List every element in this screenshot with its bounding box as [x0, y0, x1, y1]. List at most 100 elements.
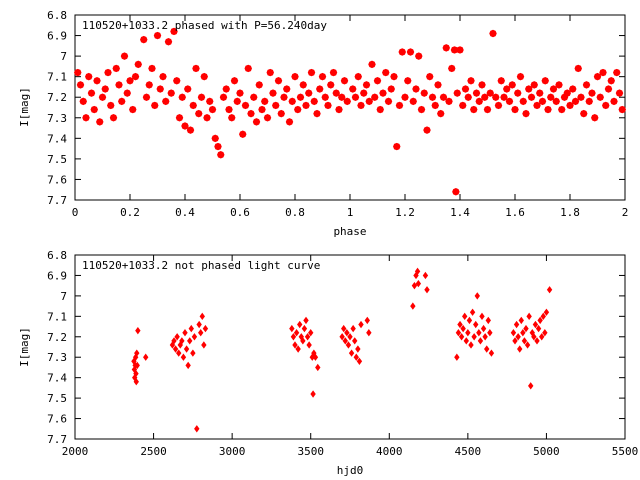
phased-data-point [134, 60, 142, 69]
phased-data-point [401, 93, 409, 101]
phased-data-point [360, 89, 368, 97]
unphased-data-point [518, 316, 524, 325]
phased-data-point [404, 77, 412, 85]
unphased-data-point [300, 337, 306, 345]
unphased-data-point [190, 349, 196, 357]
unphased-data-point [479, 312, 485, 321]
unphased-y-tick-label: 7.7 [47, 433, 67, 446]
unphased-data-point [356, 357, 363, 365]
phased-data-point [555, 81, 563, 89]
phased-data-point [461, 85, 470, 93]
unphased-data-point [304, 333, 311, 341]
phased-data-point [599, 68, 607, 77]
phased-data-point [250, 93, 258, 101]
phased-data-point [285, 118, 294, 126]
phased-data-point [563, 89, 571, 97]
unphased-data-point [454, 353, 460, 361]
phased-data-point [516, 72, 525, 81]
phased-data-point [379, 89, 387, 97]
phased-data-point [277, 109, 285, 118]
unphased-data-point [480, 324, 487, 333]
unphased-data-point [301, 324, 308, 333]
phased-data-point [294, 105, 302, 114]
phased-data-point [140, 35, 148, 44]
phased-x-tick-label: 2 [622, 206, 629, 219]
phased-data-point [115, 81, 123, 89]
phased-data-point [453, 89, 461, 97]
unphased-data-point [358, 320, 364, 329]
phased-data-point [544, 105, 552, 114]
phased-data-point [514, 89, 522, 97]
phased-data-point [604, 85, 613, 93]
unphased-data-point [345, 341, 352, 349]
unphased-y-tick-label: 7.3 [47, 351, 67, 364]
phased-data-point [118, 97, 126, 106]
unphased-data-point [543, 308, 550, 316]
phased-data-point [354, 72, 362, 81]
phased-data-point [211, 134, 219, 143]
phased-data-point [566, 101, 574, 110]
phased-data-point [291, 72, 299, 81]
phased-data-point [536, 89, 544, 97]
phased-data-point [332, 89, 340, 97]
phased-x-axis-ticks: 0 0.2 0.4 0.6 0.8 1 1.2 1.4 1.6 1.8 2 [72, 15, 629, 219]
unphased-data-point [191, 333, 198, 341]
phased-data-point [525, 85, 533, 93]
unphased-data-point [512, 337, 518, 345]
unphased-data-point [182, 329, 188, 337]
unphased-data-point [487, 329, 493, 337]
unphased-data-points [131, 267, 553, 433]
phased-data-point [533, 101, 541, 110]
unphased-data-point [411, 281, 418, 290]
phased-data-point [318, 72, 327, 81]
phased-data-point [547, 93, 555, 101]
phased-data-point [382, 68, 390, 77]
phased-y-axis-ticks: 6.8 6.9 7 7.1 7.2 7.3 7.4 7.5 7.6 7.7 [47, 9, 625, 207]
phased-data-point [387, 85, 395, 93]
unphased-data-point [339, 333, 345, 341]
phased-data-point [120, 52, 129, 60]
phased-data-point [208, 105, 217, 114]
unphased-plot-frame [74, 254, 626, 440]
unphased-data-point [135, 326, 141, 335]
phased-data-point [503, 85, 511, 93]
unphased-data-point [347, 333, 353, 341]
phased-data-point [437, 109, 445, 118]
phased-data-point [153, 31, 162, 40]
phased-data-point [195, 109, 203, 118]
unphased-data-point [540, 312, 546, 321]
unphased-x-tick-label: 5000 [533, 445, 560, 458]
unphased-data-point [364, 316, 370, 325]
phased-data-point [475, 97, 483, 106]
unphased-y-tick-label: 7.1 [47, 310, 67, 323]
phased-data-point [162, 97, 170, 106]
unphased-chart-title: 110520+1033.2 not phased light curve [82, 259, 320, 272]
phased-data-point [244, 64, 252, 73]
phased-x-tick-label: 1 [347, 206, 354, 219]
unphased-data-point [526, 312, 532, 321]
phased-data-point [415, 52, 423, 60]
phased-data-point [569, 85, 577, 93]
phased-x-tick-label: 0.4 [175, 206, 195, 219]
phased-data-point [481, 93, 489, 101]
phased-data-point [335, 105, 343, 114]
phased-data-point [571, 97, 580, 106]
phased-y-tick-label: 7.6 [47, 173, 67, 186]
phased-light-curve-panel: 6.86.977.17.27.37.47.57.67.7 0 0.2 0.4 0.6 0… [18, 9, 628, 238]
phased-data-point [258, 105, 266, 114]
phased-data-point [288, 97, 296, 106]
phased-data-point [178, 93, 186, 101]
phased-x-tick-label: 1.2 [395, 206, 415, 219]
unphased-data-point [293, 329, 300, 337]
phased-y-tick-label: 6.9 [47, 30, 67, 43]
unphased-data-point [133, 369, 139, 378]
phased-data-point [131, 72, 140, 81]
phased-data-point [283, 85, 291, 93]
phased-data-point [417, 105, 426, 114]
phased-data-point [452, 188, 460, 196]
unphased-data-point [171, 337, 177, 345]
phased-data-point [310, 97, 318, 106]
phased-x-axis-label: phase [333, 225, 366, 238]
phased-data-point [217, 151, 225, 159]
